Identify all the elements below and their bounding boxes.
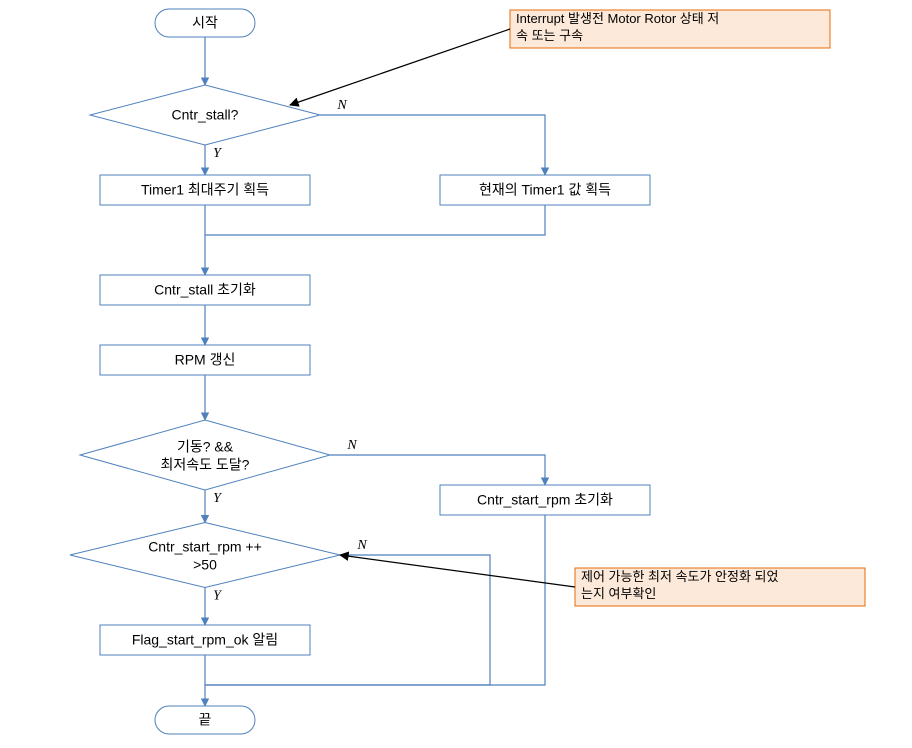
flowchart-diagram: 시작 Cntr_stall? Timer1 최대주기 획득 현재의 Timer1 값 … xyxy=(0,0,912,748)
svg-text:Cntr_stall 초기화: Cntr_stall 초기화 xyxy=(154,282,256,298)
svg-text:RPM 갱신: RPM 갱신 xyxy=(175,352,236,368)
decision-cntr-start-rpm-gt50 xyxy=(70,523,340,588)
svg-text:Flag_start_rpm_ok 알림: Flag_start_rpm_ok 알림 xyxy=(132,632,278,648)
label-d2-n: N xyxy=(346,438,357,453)
callouts-layer: Interrupt 발생전 Motor Rotor 상태 저속 또는 구속제어 … xyxy=(290,10,865,606)
svg-text:끝: 끝 xyxy=(199,712,212,728)
svg-text:현재의 Timer1 값 획득: 현재의 Timer1 값 획득 xyxy=(479,182,611,198)
svg-text:Timer1 최대주기 획득: Timer1 최대주기 획득 xyxy=(141,182,269,198)
label-d2-y: Y xyxy=(213,491,223,506)
svg-text:Cntr_start_rpm 초기화: Cntr_start_rpm 초기화 xyxy=(477,492,613,508)
label-d3-n: N xyxy=(356,538,367,553)
svg-text:Cntr_stall?: Cntr_stall? xyxy=(172,107,239,123)
svg-text:>50: >50 xyxy=(193,557,217,573)
edge-timercur-merge xyxy=(205,205,545,235)
label-d1-n: N xyxy=(336,98,347,113)
svg-text:Cntr_start_rpm ++: Cntr_start_rpm ++ xyxy=(148,539,262,555)
callout-stable-speed-arrow xyxy=(340,555,575,587)
svg-text:기동? &&: 기동? && xyxy=(177,439,234,455)
svg-text:는지 여부확인: 는지 여부확인 xyxy=(581,586,656,601)
callout-interrupt-arrow xyxy=(290,29,510,105)
edge-d2-n xyxy=(330,455,545,485)
svg-text:최저속도 도달?: 최저속도 도달? xyxy=(161,457,250,473)
label-d1-y: Y xyxy=(213,146,223,161)
nodes-layer: 시작 Cntr_stall? Timer1 최대주기 획득 현재의 Timer1 값 … xyxy=(70,9,650,734)
decision-startup-minspeed xyxy=(80,420,330,490)
label-d3-y: Y xyxy=(213,589,223,604)
edge-d1-n xyxy=(320,115,545,175)
svg-text:시작: 시작 xyxy=(192,15,218,31)
svg-text:제어 가능한 최저 속도가 안정화 되었: 제어 가능한 최저 속도가 안정화 되었 xyxy=(581,569,778,584)
svg-text:속 또는 구속: 속 또는 구속 xyxy=(516,28,583,43)
svg-text:Interrupt 발생전 Motor Rotor 상태: Interrupt 발생전 Motor Rotor 상태 저 xyxy=(516,11,719,26)
